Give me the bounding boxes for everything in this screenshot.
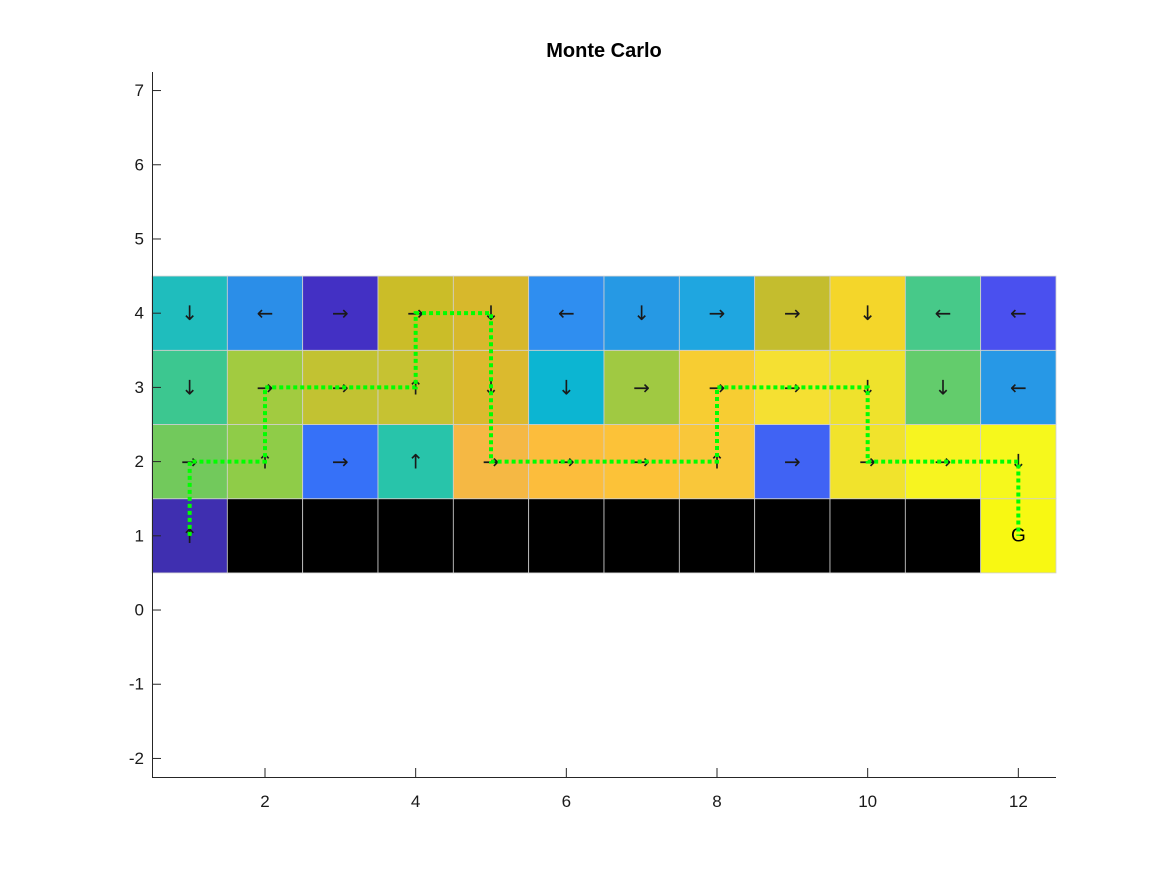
heatmap-cell [603,498,680,574]
y-tick-label: 4 [135,304,144,323]
heatmap-cell [829,275,906,351]
heatmap-cell [678,498,756,574]
heatmap-cell [829,498,906,574]
heatmap-cell [226,275,304,351]
heatmap-cell [226,498,304,574]
heatmap-cell [377,424,454,500]
heatmap-cell [302,275,379,351]
policy-arrow: → [332,375,349,399]
heatmap-cell [904,275,982,351]
heatmap-cell [754,498,831,574]
policy-arrow: → [935,450,952,474]
policy-arrow: → [332,301,349,325]
policy-arrow: → [709,375,726,399]
policy-arrow: ← [1010,301,1027,325]
x-tick-label: 12 [1009,792,1028,811]
x-tick-label: 4 [411,792,420,811]
policy-arrow: ↓ [859,301,876,325]
policy-arrow: ← [257,301,274,325]
y-tick-label: 3 [135,378,144,397]
policy-arrow: → [709,301,726,325]
policy-arrow: → [257,375,274,399]
policy-arrow: → [784,375,801,399]
x-tick-label: 10 [858,792,877,811]
heatmap-cell [603,349,680,425]
policy-arrow: ↓ [633,301,650,325]
policy-arrow: → [558,450,575,474]
policy-arrow: → [332,450,349,474]
x-tick-label: 2 [260,792,269,811]
policy-arrow: → [784,301,801,325]
heatmap-cell [528,498,605,574]
y-tick-label: 0 [135,601,144,620]
y-tick-label: 6 [135,155,144,174]
policy-arrow: ↓ [558,375,575,399]
policy-arrow: ↓ [181,375,198,399]
policy-arrows: ↑→ ↑ → ↑ → → → ↑ → → → ↓↓ → → ↑ ↓ ↓ → → → ↓ ↓ ←↓ ← → → ↓ ← ↓ → → ↓ ← ← [181,301,1026,548]
heatmap-cell [754,275,831,351]
policy-arrow: ← [558,301,575,325]
policy-arrow: ← [935,301,952,325]
policy-arrow: ↓ [935,375,952,399]
heatmap-cell [678,275,756,351]
y-tick-label: 5 [135,229,144,248]
y-ticks: -2 -1 0 1 2 3 4 5 6 7 [129,81,161,768]
policy-arrow: → [181,450,198,474]
heatmap-cell [980,349,1057,425]
x-tick-label: 6 [562,792,571,811]
heatmap-cell [302,424,379,500]
axes [152,72,1056,778]
heatmap-cell [904,349,982,425]
y-tick-label: 1 [135,526,144,545]
chart-title: Monte Carlo [546,40,662,62]
policy-arrow: ↑ [407,450,424,474]
policy-arrow: → [784,450,801,474]
heatmap-cell [980,275,1057,351]
heatmap-cells [151,275,1057,574]
policy-arrow: ↓ [1010,450,1027,474]
heatmap-cell [904,498,982,574]
x-tick-label: 8 [712,792,721,811]
heatmap-cell [151,349,228,425]
y-tick-label: -1 [129,675,144,694]
y-tick-label: 7 [135,81,144,100]
y-tick-label: 2 [135,452,144,471]
y-tick-label: -2 [129,749,144,768]
x-ticks: 2 4 6 8 10 12 [260,768,1028,811]
policy-arrow: → [633,450,650,474]
heatmap-cell [452,498,530,574]
policy-arrow: ← [1010,375,1027,399]
heatmap-cell [377,498,454,574]
heatmap-cell [528,349,605,425]
policy-arrow: ↓ [181,301,198,325]
episode-path [187,311,1021,536]
heatmap-cell [302,498,379,574]
policy-arrow: ↓ [483,301,500,325]
policy-arrow: → [633,375,650,399]
heatmap-cell [151,275,228,351]
